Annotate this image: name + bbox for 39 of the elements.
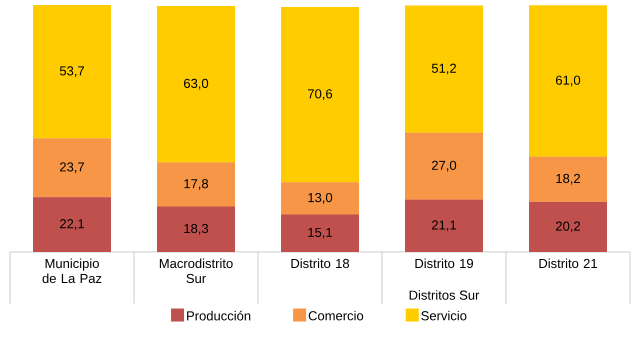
legend-label: Producción <box>187 310 250 320</box>
bar <box>281 182 359 214</box>
bar <box>528 202 607 252</box>
data-label: 53,7 <box>60 66 84 78</box>
data-label: 23,7 <box>60 162 84 174</box>
data-label: 51,2 <box>432 64 456 74</box>
data-label: 22,1 <box>60 219 84 230</box>
data-label: 20,2 <box>556 222 580 232</box>
x-tick-label: Macrodistrito Sur <box>160 258 233 284</box>
data-label: 17,8 <box>184 179 208 190</box>
bar <box>157 206 236 252</box>
data-label: 70,6 <box>308 89 332 100</box>
bar <box>281 214 359 252</box>
x-tick-label: Distrito 21 <box>539 258 597 268</box>
x-tick-label: Municipio de La Paz <box>42 258 102 284</box>
data-label: 15,1 <box>308 228 332 239</box>
bar <box>33 197 112 252</box>
bar <box>528 5 607 157</box>
bar <box>33 4 112 138</box>
text: Distritos Sur <box>410 290 480 300</box>
data-label: 18,3 <box>184 224 208 235</box>
bar <box>33 138 112 198</box>
legend-label: Servicio <box>421 310 466 320</box>
data-label: 13,0 <box>308 192 332 204</box>
x-tick-label: Distrito 19 <box>415 258 473 268</box>
bar <box>404 200 483 252</box>
data-label: 18,2 <box>556 174 580 185</box>
bar <box>157 6 236 162</box>
data-label: 61,0 <box>556 76 580 86</box>
bar <box>281 6 359 182</box>
bar <box>528 156 607 202</box>
legend-label: Comercio <box>308 310 364 320</box>
data-label: 27,0 <box>432 160 456 172</box>
data-label: 21,1 <box>432 220 456 232</box>
bar <box>404 132 483 200</box>
bar <box>157 162 236 207</box>
bar <box>404 5 483 133</box>
x-tick-label: Distrito 18 <box>291 258 350 268</box>
data-label: 63,0 <box>184 78 208 90</box>
